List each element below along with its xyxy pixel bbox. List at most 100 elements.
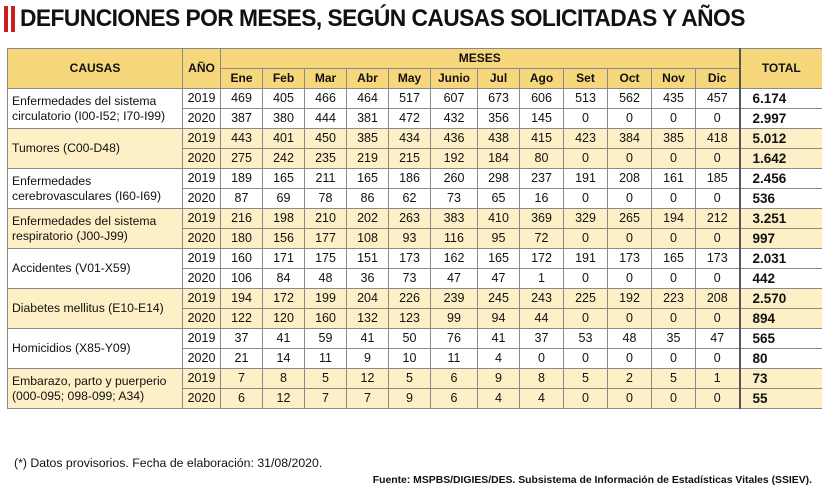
value-cell: 11	[304, 348, 347, 369]
value-cell: 443	[220, 128, 263, 149]
value-cell: 517	[388, 88, 431, 109]
value-cell: 243	[519, 288, 564, 309]
footnote: (*) Datos provisorios. Fecha de elaborac…	[14, 456, 323, 470]
value-cell: 239	[430, 288, 478, 309]
value-cell: 0	[651, 388, 696, 409]
month-header: Mar	[304, 68, 347, 89]
value-cell: 387	[220, 108, 263, 129]
value-cell: 0	[651, 268, 696, 289]
value-cell: 0	[607, 308, 652, 329]
value-cell: 329	[563, 208, 608, 229]
total-cell: 442	[738, 268, 822, 289]
value-cell: 237	[519, 168, 564, 189]
value-cell: 21	[220, 348, 263, 369]
value-cell: 122	[220, 308, 263, 329]
year-cell: 2020	[182, 308, 221, 329]
year-cell: 2020	[182, 228, 221, 249]
value-cell: 6	[430, 368, 478, 389]
table-row: Enfermedades del sistema respiratorio (J…	[7, 208, 822, 249]
value-cell: 44	[519, 308, 564, 329]
value-cell: 175	[304, 248, 347, 269]
value-cell: 0	[694, 188, 741, 209]
value-cell: 173	[694, 248, 741, 269]
value-cell: 0	[563, 108, 608, 129]
value-cell: 11	[430, 348, 478, 369]
value-cell: 93	[388, 228, 431, 249]
value-cell: 0	[607, 148, 652, 169]
value-cell: 0	[694, 388, 741, 409]
title-marks-icon	[4, 6, 15, 32]
value-cell: 219	[346, 148, 389, 169]
value-cell: 123	[388, 308, 431, 329]
value-cell: 41	[346, 328, 389, 349]
value-cell: 0	[651, 348, 696, 369]
value-cell: 69	[262, 188, 305, 209]
value-cell: 208	[694, 288, 741, 309]
value-cell: 165	[262, 168, 305, 189]
value-cell: 151	[346, 248, 389, 269]
value-cell: 95	[477, 228, 520, 249]
value-cell: 14	[262, 348, 305, 369]
total-cell: 894	[738, 308, 822, 329]
total-cell: 73	[738, 368, 822, 389]
year-cell: 2019	[182, 88, 221, 109]
value-cell: 108	[346, 228, 389, 249]
value-cell: 62	[388, 188, 431, 209]
value-cell: 199	[304, 288, 347, 309]
value-cell: 162	[430, 248, 478, 269]
value-cell: 0	[651, 108, 696, 129]
total-cell: 1.642	[738, 148, 822, 169]
month-header: Set	[563, 68, 608, 89]
value-cell: 185	[694, 168, 741, 189]
year-cell: 2020	[182, 148, 221, 169]
value-cell: 0	[519, 348, 564, 369]
cause-label: Enfermedades cerebrovasculares (I60-I69)	[7, 168, 183, 209]
total-cell: 55	[738, 388, 822, 409]
value-cell: 0	[694, 228, 741, 249]
value-cell: 12	[262, 388, 305, 409]
value-cell: 607	[430, 88, 478, 109]
value-cell: 87	[220, 188, 263, 209]
table-row: 2020 6 12 7 7 9 6 4 4 0 0 0 0 55	[8, 388, 822, 409]
value-cell: 7	[304, 388, 347, 409]
value-cell: 466	[304, 88, 347, 109]
value-cell: 12	[346, 368, 389, 389]
table-row: 2020 275 242 235 219 215 192 184 80 0 0 0 0 1.642	[8, 148, 822, 169]
header-meses: MESES	[219, 48, 741, 69]
value-cell: 5	[304, 368, 347, 389]
value-cell: 0	[694, 348, 741, 369]
value-cell: 47	[477, 268, 520, 289]
value-cell: 120	[262, 308, 305, 329]
value-cell: 192	[430, 148, 478, 169]
value-cell: 99	[430, 308, 478, 329]
table-body: Enfermedades del sistema circulatorio (I…	[7, 88, 822, 409]
value-cell: 37	[220, 328, 263, 349]
month-header: Ago	[519, 68, 564, 89]
value-cell: 16	[519, 188, 564, 209]
value-cell: 385	[346, 128, 389, 149]
value-cell: 165	[346, 168, 389, 189]
value-cell: 161	[651, 168, 696, 189]
value-cell: 53	[563, 328, 608, 349]
deaths-table: CAUSAS AÑO MESES TOTAL Ene Feb Mar Abr May Ju…	[7, 48, 822, 409]
year-cell: 2020	[182, 388, 221, 409]
total-cell: 5.012	[738, 128, 822, 149]
cause-label: Homicidios (X85-Y09)	[7, 328, 183, 369]
month-header: May	[388, 68, 431, 89]
value-cell: 415	[519, 128, 564, 149]
value-cell: 204	[346, 288, 389, 309]
value-cell: 36	[346, 268, 389, 289]
value-cell: 384	[607, 128, 652, 149]
table-row: Embarazo, parto y puerperio (000-095; 09…	[7, 368, 822, 409]
value-cell: 76	[430, 328, 478, 349]
value-cell: 4	[477, 348, 520, 369]
value-cell: 0	[563, 268, 608, 289]
title-bar: DEFUNCIONES POR MESES, SEGÚN CAUSAS SOLI…	[4, 4, 799, 34]
year-cell: 2019	[182, 168, 221, 189]
value-cell: 177	[304, 228, 347, 249]
value-cell: 6	[220, 388, 263, 409]
value-cell: 469	[220, 88, 263, 109]
value-cell: 86	[346, 188, 389, 209]
value-cell: 436	[430, 128, 478, 149]
cause-label: Embarazo, parto y puerperio (000-095; 09…	[7, 368, 183, 409]
